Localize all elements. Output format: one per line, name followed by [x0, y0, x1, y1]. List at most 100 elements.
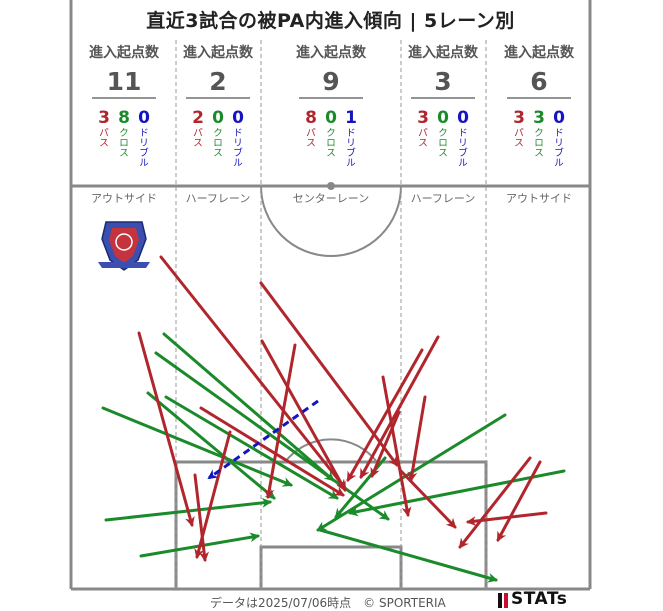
pass-arrow	[159, 255, 347, 490]
lane-name: センターレーン	[293, 192, 369, 205]
pass-label-char: パ	[514, 128, 524, 139]
cross-arrow	[162, 332, 335, 482]
dribble-label-char: ブ	[458, 147, 468, 159]
logo-bar-red	[504, 593, 508, 608]
pass-arrow	[346, 348, 424, 482]
pass-arrow	[370, 410, 401, 478]
cross-count: 3	[533, 108, 545, 128]
pass-label-char: ス	[99, 138, 109, 149]
pass-arrow	[398, 468, 457, 529]
lane-name: アウトサイド	[91, 192, 157, 205]
cross-label-char: ク	[326, 128, 336, 139]
dribble-label-char: リ	[233, 138, 243, 149]
pass-arrow	[466, 511, 548, 527]
pass-arrow	[359, 335, 440, 479]
cross-label-char: ス	[438, 148, 448, 159]
cross-arrow	[101, 406, 293, 487]
cross-label-char: ロ	[534, 138, 544, 149]
dribble-label-char: ル	[554, 158, 564, 169]
penalty-area	[174, 460, 488, 591]
dribble-label-char: ド	[346, 128, 356, 139]
pass-arrow	[193, 473, 210, 562]
pass-arrow	[199, 406, 345, 497]
pass-count: 2	[192, 108, 204, 128]
total-count: 6	[530, 67, 547, 96]
center-spot	[327, 182, 335, 190]
cross-arrow	[318, 528, 498, 583]
pass-count: 3	[98, 108, 110, 128]
header-label: 進入起点数	[504, 44, 575, 61]
cross-label-char: ク	[534, 128, 544, 139]
dribble-count: 0	[457, 108, 469, 128]
pass-label-char: パ	[418, 128, 428, 139]
dribble-label-char: リ	[346, 138, 356, 149]
lane-dividers	[175, 40, 487, 589]
logo-bar-dark	[498, 593, 502, 608]
pass-arrow	[458, 456, 532, 549]
pass-arrow	[496, 460, 542, 542]
dribble-count: 1	[345, 108, 357, 128]
cross-label-char: ロ	[213, 138, 223, 149]
cross-arrow	[154, 351, 390, 521]
dribble-label-char: ル	[458, 158, 468, 169]
entry-arrows	[101, 255, 566, 583]
header-label: 進入起点数	[408, 44, 479, 61]
dribble-label-char: ド	[554, 128, 564, 139]
dribble-label-char: ブ	[233, 147, 243, 159]
dribble-label-char: ド	[458, 128, 468, 139]
pass-count: 3	[417, 108, 429, 128]
dribble-label-char: ブ	[346, 147, 356, 159]
pass-arrow	[260, 339, 347, 492]
lane-name: ハーフレーン	[411, 192, 476, 205]
pass-label-char: パ	[306, 128, 316, 139]
dribble-label-char: ル	[139, 158, 149, 169]
header-label: 進入起点数	[89, 44, 160, 61]
cross-label-char: ク	[119, 128, 129, 139]
pass-count: 8	[305, 108, 317, 128]
cross-label-char: ロ	[438, 138, 448, 149]
pass-label-char: ス	[418, 138, 428, 149]
pass-count: 3	[513, 108, 525, 128]
pass-label-char: パ	[193, 128, 203, 139]
cross-label-char: ス	[534, 148, 544, 159]
dribble-label-char: ド	[139, 128, 149, 139]
cross-label-char: ロ	[119, 138, 129, 149]
center-circle	[260, 185, 402, 257]
footer-note: データは2025/07/06時点 © SPORTERIA	[210, 596, 446, 610]
cross-label-char: ク	[438, 128, 448, 139]
pass-arrow	[137, 331, 195, 527]
team-emblem	[98, 221, 150, 271]
dribble-count: 0	[232, 108, 244, 128]
cross-label-char: ス	[213, 148, 223, 159]
dribble-count: 0	[138, 108, 150, 128]
total-count: 11	[107, 67, 142, 96]
lane-name: アウトサイド	[506, 192, 572, 205]
pass-arrow	[264, 343, 297, 499]
dribble-label-char: リ	[458, 138, 468, 149]
pass-label-char: パ	[99, 128, 109, 139]
header-label: 進入起点数	[296, 44, 367, 61]
cross-count: 0	[325, 108, 337, 128]
pass-label-char: ス	[193, 138, 203, 149]
cross-arrow	[164, 395, 339, 500]
dribble-label-char: リ	[554, 138, 564, 149]
header-label: 進入起点数	[183, 44, 254, 61]
cross-count: 0	[212, 108, 224, 128]
dribble-arrow	[207, 399, 319, 480]
dribble-count: 0	[553, 108, 565, 128]
lane-names: アウトサイド ハーフレーン センターレーン ハーフレーン アウトサイド	[91, 192, 572, 205]
cross-arrow	[348, 469, 566, 517]
chart-title: 直近3試合の被PA内進入傾向 | 5レーン別	[146, 10, 515, 32]
dribble-label-char: リ	[139, 138, 149, 149]
pitch	[69, 0, 592, 591]
pass-arrow	[381, 375, 412, 517]
cross-label-char: ロ	[326, 138, 336, 149]
total-count: 9	[322, 67, 339, 96]
dribble-label-char: ブ	[554, 147, 564, 159]
